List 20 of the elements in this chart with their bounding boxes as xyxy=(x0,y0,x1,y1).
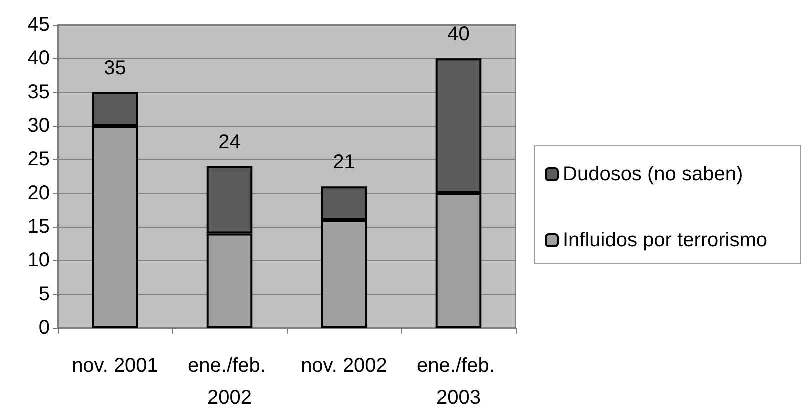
legend-label: Influidos por terrorismo xyxy=(563,230,768,252)
total-label: 35 xyxy=(104,57,126,80)
y-tick-label: 5 xyxy=(38,283,50,306)
y-tick-label: 25 xyxy=(28,148,50,171)
y-tick-label: 20 xyxy=(28,182,50,204)
total-label: 21 xyxy=(333,152,356,174)
x-tick-label: nov. 2002 xyxy=(301,355,388,377)
y-tick-label: 45 xyxy=(28,14,50,36)
x-tick-label: ene./feb. 2002 xyxy=(188,355,272,409)
total-label: 40 xyxy=(448,24,470,46)
y-tick-label: 10 xyxy=(28,250,50,272)
y-tick-label: 0 xyxy=(38,317,50,339)
legend-label: Dudosos (no saben) xyxy=(563,164,744,186)
total-label: 24 xyxy=(218,131,241,154)
y-tick-label: 40 xyxy=(28,48,50,70)
y-tick-label: 35 xyxy=(28,81,50,104)
y-tick-label: 15 xyxy=(28,216,50,238)
x-tick-label: ene./feb. 2003 xyxy=(417,355,500,409)
y-tick-label: 30 xyxy=(28,115,50,137)
x-tick-label: nov. 2001 xyxy=(72,355,158,377)
